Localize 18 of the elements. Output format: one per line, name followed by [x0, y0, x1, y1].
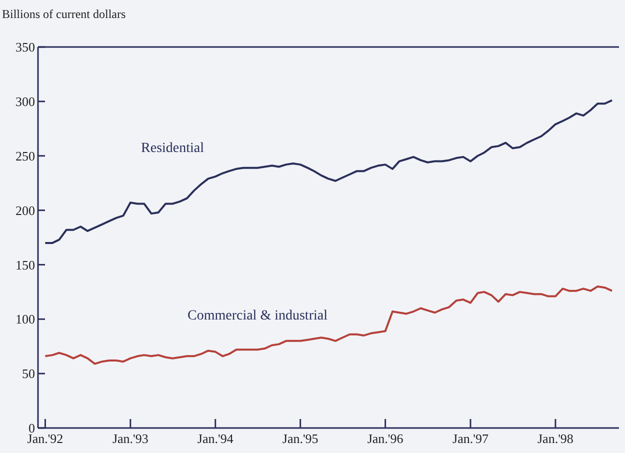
y-tick-label: 350 — [16, 40, 35, 55]
y-tick-label: 50 — [22, 366, 35, 382]
x-tick-label: Jan.'98 — [537, 431, 574, 446]
x-tick-label: Jan.'97 — [452, 431, 489, 446]
series-label: Residential — [141, 140, 204, 156]
y-tick-label: 300 — [16, 94, 35, 109]
y-tick-label: 250 — [16, 148, 35, 164]
line-series — [44, 99, 614, 244]
y-tick-label: 150 — [16, 257, 35, 272]
x-tick-label: Jan.'94 — [197, 431, 234, 446]
y-tick-label: 200 — [16, 202, 35, 218]
series-label: Commercial & industrial — [188, 308, 328, 324]
x-tick-label: Jan.'95 — [282, 431, 318, 446]
x-tick-label: Jan.'93 — [112, 431, 148, 446]
line-series — [44, 285, 614, 365]
y-tick-label: 100 — [16, 312, 35, 327]
x-tick-label: Jan.'96 — [367, 431, 404, 446]
y-axis-title: Billions of current dollars — [2, 7, 126, 21]
